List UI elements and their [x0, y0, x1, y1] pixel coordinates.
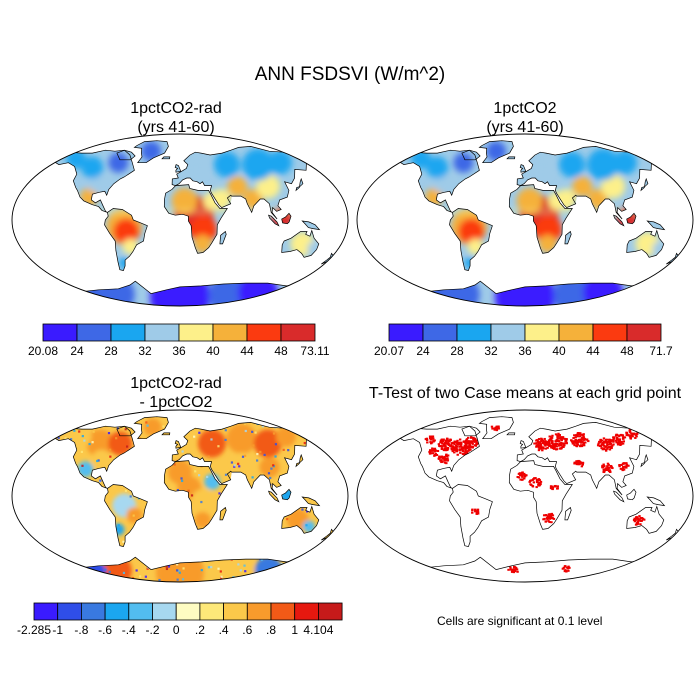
colorbar-rad-swatch	[144, 323, 180, 342]
colorbar-ctl-swatch	[490, 323, 526, 342]
panel-title-diff-line2: - 1pctCO2	[139, 394, 213, 411]
colorbar-diff-label: -.6	[98, 623, 112, 637]
colorbar-ctl-label: 36	[518, 344, 532, 358]
colorbar-rad-swatch	[42, 323, 78, 342]
colorbar-rad-swatch	[110, 323, 146, 342]
colorbar-diff-label: 4.104	[303, 623, 333, 637]
colorbar-ctl-label: 32	[484, 344, 498, 358]
colorbar-diff: -2.285 -1 -.8 -.6 -.4 -.2 0 .2 .4 .6 .8 1 4.104	[17, 602, 343, 637]
colorbar-ctl-label: 20.07	[374, 344, 404, 358]
colorbar-diff-label: 1	[291, 623, 298, 637]
panel-title-ttest-line1: T-Test of two Case means at each grid po…	[368, 385, 682, 402]
colorbar-rad-label: 73.11	[300, 344, 329, 358]
colorbar-ctl-swatch	[388, 323, 424, 342]
map-panel-ttest	[356, 409, 694, 583]
panel-title-rad: 1pctCO2-rad (yrs 41-60)	[26, 99, 326, 137]
colorbar-diff-label: -2.285	[17, 623, 51, 637]
panel-title-rad-line1: 1pctCO2-rad	[130, 100, 222, 117]
colorbar-ctl-swatch	[456, 323, 492, 342]
colorbar-ctl-swatch	[524, 323, 560, 342]
colorbar-diff-swatch	[270, 602, 296, 621]
colorbar-rad-swatch	[212, 323, 248, 342]
colorbar-diff-label: .2	[195, 623, 205, 637]
colorbar-ctl: 20.07 24 28 32 36 40 44 48 71.7	[374, 323, 673, 358]
colorbar-diff-label: -.4	[122, 623, 136, 637]
colorbar-diff-label: .8	[266, 623, 276, 637]
colorbar-diff-swatch	[246, 602, 272, 621]
colorbar-rad-label: 48	[274, 344, 288, 358]
colorbar-diff-label: .4	[219, 623, 229, 637]
panel-title-ctl-line2: (yrs 41-60)	[486, 119, 564, 136]
colorbar-diff-swatch	[199, 602, 224, 621]
colorbar-rad-label: 24	[70, 344, 84, 358]
panel-title-ctl: 1pctCO2 (yrs 41-60)	[375, 99, 675, 137]
colorbar-ctl-label: 71.7	[649, 344, 673, 358]
colorbar-diff-swatch	[33, 602, 59, 621]
significance-note: Cells are significant at 0.1 level	[437, 614, 603, 628]
colorbar-rad-label: 28	[104, 344, 118, 358]
colorbar-diff-swatch	[223, 602, 248, 621]
colorbar-rad-label: 32	[138, 344, 152, 358]
colorbar-diff-label: -.2	[145, 623, 159, 637]
colorbar-rad-label: 44	[240, 344, 254, 358]
map-panel-rad	[11, 133, 349, 307]
colorbar-ctl-label: 24	[416, 344, 430, 358]
colorbar-rad-label: 36	[172, 344, 186, 358]
panel-title-diff: 1pctCO2-rad - 1pctCO2	[26, 374, 326, 412]
colorbar-ctl-swatch	[626, 323, 662, 342]
colorbar-rad-swatch	[280, 323, 316, 342]
panel-title-rad-line2: (yrs 41-60)	[137, 119, 215, 136]
colorbar-diff-swatch	[152, 602, 177, 621]
colorbar-diff-swatch	[294, 602, 319, 621]
colorbar-ctl-swatch	[558, 323, 594, 342]
colorbar-ctl-swatch	[592, 323, 628, 342]
colorbar-diff-label: 0	[173, 623, 180, 637]
panel-title-ctl-line1: 1pctCO2	[493, 100, 557, 117]
colorbar-diff-swatch	[104, 602, 130, 621]
colorbar-rad-swatch	[76, 323, 112, 342]
colorbar-ctl-label: 40	[552, 344, 566, 358]
colorbar-rad-swatch	[246, 323, 282, 342]
colorbar-ctl-label: 28	[450, 344, 464, 358]
colorbar-diff-label: -.8	[74, 623, 88, 637]
colorbar-rad-label: 40	[206, 344, 220, 358]
main-title: ANN FSDSVI (W/m^2)	[254, 64, 446, 85]
colorbar-rad-label: 20.08	[28, 344, 58, 358]
colorbar-diff-swatch	[317, 602, 343, 621]
colorbar-ctl-swatch	[422, 323, 458, 342]
map-panel-ctl	[356, 133, 694, 307]
colorbar-rad: 20.08 24 28 32 36 40 44 48 73.11	[28, 323, 330, 358]
colorbar-ctl-label: 44	[586, 344, 600, 358]
colorbar-diff-swatch	[57, 602, 82, 621]
colorbar-diff-swatch	[175, 602, 201, 621]
panel-title-diff-line1: 1pctCO2-rad	[130, 375, 222, 392]
colorbar-diff-label: -1	[52, 623, 63, 637]
colorbar-diff-swatch	[128, 602, 153, 621]
panel-title-ttest: T-Test of two Case means at each grid po…	[350, 384, 700, 403]
colorbar-rad-swatch	[178, 323, 214, 342]
colorbar-diff-swatch	[81, 602, 106, 621]
colorbar-diff-label: .6	[242, 623, 252, 637]
map-panel-diff	[11, 409, 349, 583]
colorbar-ctl-label: 48	[620, 344, 634, 358]
